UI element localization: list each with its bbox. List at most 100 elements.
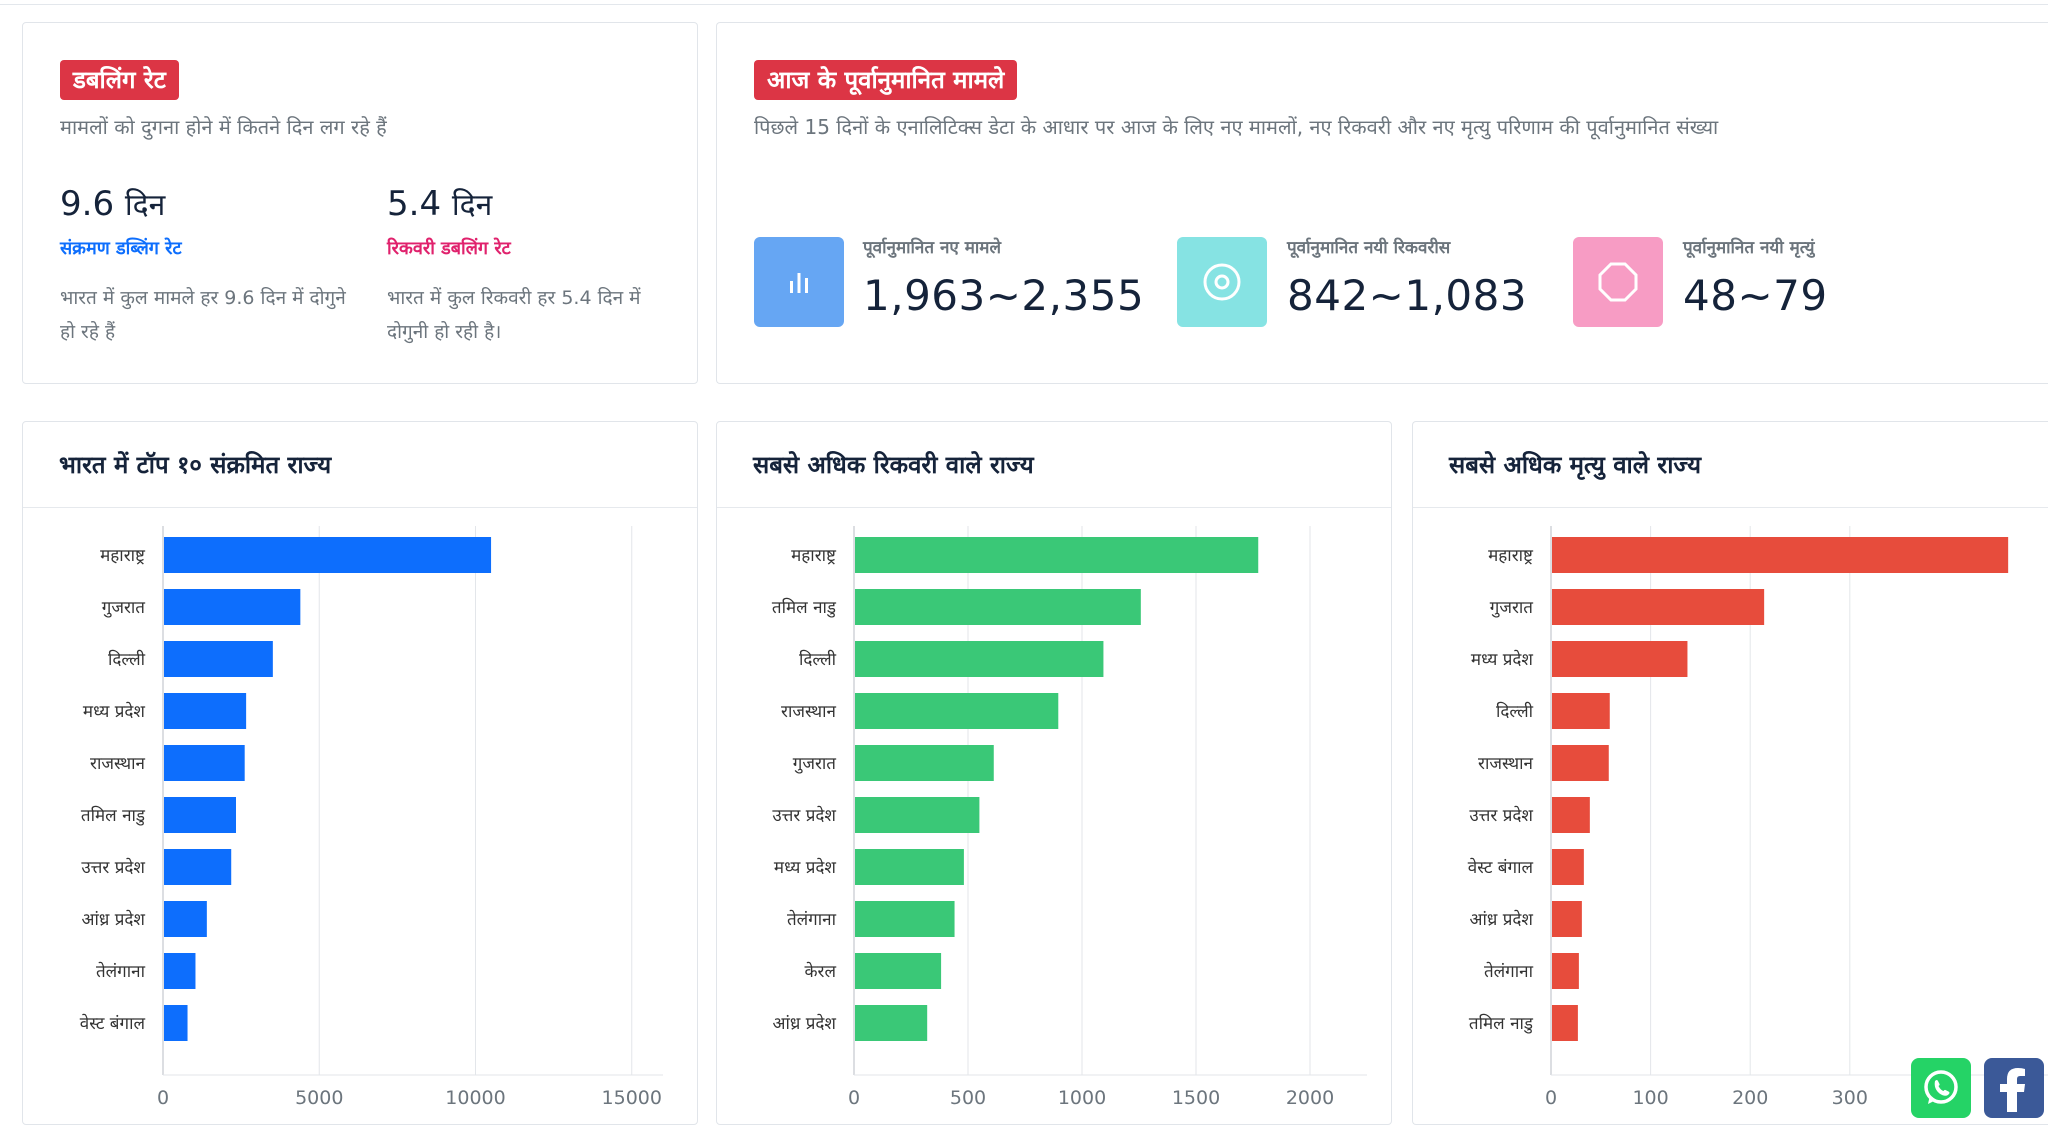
bar[interactable] <box>855 901 955 937</box>
infected-chart-title: भारत में टॉप १० संक्रमित राज्य <box>59 451 332 479</box>
infection-doubling-value: 9.6 दिन <box>60 183 165 224</box>
bar[interactable] <box>855 849 964 885</box>
bar[interactable] <box>855 589 1141 625</box>
category-label: महाराष्ट्र <box>100 546 146 566</box>
recovered-states-chart: 0 500 1000 1500 2000 महाराष्ट्र तमिल नाडु दिल्ल… <box>772 526 1367 1109</box>
recovery-doubling-number: 5.4 <box>387 184 442 224</box>
bar[interactable] <box>1552 797 1590 833</box>
facebook-share-button[interactable] <box>1984 1058 2044 1118</box>
x-tick-label: 0 <box>157 1087 169 1109</box>
bar[interactable] <box>1552 1005 1578 1041</box>
category-label: वेस्ट बंगाल <box>80 1013 146 1034</box>
bar[interactable] <box>855 641 1104 677</box>
recovery-doubling-unit: दिन <box>451 188 493 223</box>
recovery-doubling-desc: भारत में कुल रिकवरी हर 5.4 दिन में दोगुन… <box>387 287 641 343</box>
deaths-states-card: सबसे अधिक मृत्यु वाले राज्य 0 100 200 300 मह… <box>1412 421 2048 1125</box>
x-tick-label: 2000 <box>1286 1087 1334 1109</box>
recovered-chart-header: सबसे अधिक रिकवरी वाले राज्य <box>717 422 1391 508</box>
category-label: राजस्थान <box>90 754 146 774</box>
bar-chart-icon <box>790 273 808 293</box>
infection-doubling-unit: दिन <box>124 188 166 223</box>
whatsapp-share-button[interactable] <box>1911 1058 1971 1118</box>
bar[interactable] <box>1552 537 2009 573</box>
bar[interactable] <box>1552 745 1609 781</box>
x-tick-label: 15000 <box>602 1087 662 1109</box>
category-label: तेलंगाना <box>787 909 837 930</box>
bar[interactable] <box>1552 589 1765 625</box>
x-tick-label: 500 <box>950 1087 986 1109</box>
category-label: तमिल नाडु <box>1469 1013 1534 1034</box>
category-label: गुजरात <box>102 598 146 618</box>
infected-states-card: भारत में टॉप १० संक्रमित राज्य 0 5000 1000… <box>22 421 698 1125</box>
bar[interactable] <box>164 901 207 937</box>
category-label: मध्य प्रदेश <box>1471 649 1534 670</box>
deaths-chart-header: सबसे अधिक मृत्यु वाले राज्य <box>1413 422 2048 508</box>
infected-chart-header: भारत में टॉप १० संक्रमित राज्य <box>23 422 697 508</box>
category-label: उत्तर प्रदेश <box>772 805 836 826</box>
category-label: गुजरात <box>1490 598 1534 618</box>
category-label: उत्तर प्रदेश <box>1469 805 1533 826</box>
bar[interactable] <box>855 1005 928 1041</box>
facebook-icon <box>2000 1068 2025 1112</box>
bar[interactable] <box>164 849 232 885</box>
forecast-deaths-value: 48~79 <box>1683 271 1828 320</box>
bar[interactable] <box>1552 901 1582 937</box>
bar[interactable] <box>1552 953 1579 989</box>
bar[interactable] <box>1552 693 1610 729</box>
forecast-cases-iconbox <box>754 237 844 327</box>
category-label: आंध्र प्रदेश <box>773 1013 837 1034</box>
bar[interactable] <box>164 641 273 677</box>
category-label: राजस्थान <box>1478 754 1534 774</box>
deaths-chart-title: सबसे अधिक मृत्यु वाले राज्य <box>1449 451 1702 479</box>
category-label: दिल्ली <box>108 649 146 670</box>
infection-doubling-desc: भारत में कुल मामले हर 9.6 दिन में दोगुने… <box>60 287 346 343</box>
recovery-doubling-value: 5.4 दिन <box>387 183 492 224</box>
bar[interactable] <box>164 589 301 625</box>
forecast-cases-label: पूर्वानुमानित नए मामले <box>863 238 1001 258</box>
category-label: राजस्थान <box>781 702 837 722</box>
forecast-recoveries-iconbox <box>1177 237 1267 327</box>
x-tick-label: 0 <box>1545 1087 1557 1109</box>
bar[interactable] <box>164 1005 188 1041</box>
bar[interactable] <box>855 745 994 781</box>
category-label: महाराष्ट्र <box>791 546 837 566</box>
bar[interactable] <box>855 693 1059 729</box>
category-label: मध्य प्रदेश <box>83 701 146 722</box>
x-tick-label: 5000 <box>295 1087 343 1109</box>
forecast-deaths-label: पूर्वानुमानित नयी मृत्युं <box>1683 238 1815 258</box>
category-label: गुजरात <box>793 754 837 774</box>
forecast-subtitle: पिछले 15 दिनों के एनालिटिक्स डेटा के आधा… <box>754 115 1719 139</box>
infection-doubling-label: संक्रमण डब्लिंग रेट <box>60 238 182 259</box>
category-label: दिल्ली <box>799 649 837 670</box>
forecast-recoveries-label: पूर्वानुमानित नयी रिकवरीस <box>1287 238 1451 258</box>
recovered-states-card: सबसे अधिक रिकवरी वाले राज्य 0 500 1000 1500… <box>716 421 1392 1125</box>
forecast-deaths-iconbox <box>1573 237 1663 327</box>
category-label: उत्तर प्रदेश <box>81 857 145 878</box>
category-label: वेस्ट बंगाल <box>1468 857 1534 878</box>
x-tick-label: 100 <box>1632 1087 1668 1109</box>
forecast-card: आज के पूर्वानुमानित मामले पिछले 15 दिनों… <box>716 22 2048 384</box>
x-tick-label: 10000 <box>445 1087 505 1109</box>
doubling-rate-badge: डबलिंग रेट <box>60 60 179 100</box>
category-label: दिल्ली <box>1496 701 1534 722</box>
bar[interactable] <box>1552 849 1584 885</box>
forecast-recoveries-value: 842~1,083 <box>1287 271 1528 320</box>
bar[interactable] <box>1552 641 1688 677</box>
category-label: केरल <box>804 961 836 982</box>
top-divider <box>0 4 2048 5</box>
bar[interactable] <box>164 797 236 833</box>
bar[interactable] <box>855 797 980 833</box>
bar[interactable] <box>164 745 245 781</box>
bar[interactable] <box>164 953 196 989</box>
recovered-chart-title: सबसे अधिक रिकवरी वाले राज्य <box>753 451 1034 479</box>
target-icon <box>1203 263 1241 301</box>
infected-states-chart: 0 5000 10000 15000 महाराष्ट्र गुजरात दिल्ली मध्… <box>80 526 663 1109</box>
category-label: महाराष्ट्र <box>1488 546 1534 566</box>
deaths-states-chart: 0 100 200 300 महाराष्ट्र गुजरात मध्य प्रदेश दिल… <box>1468 526 2048 1109</box>
bar[interactable] <box>855 537 1259 573</box>
x-tick-label: 1500 <box>1172 1087 1220 1109</box>
bar[interactable] <box>164 537 492 573</box>
category-label: तमिल नाडु <box>81 805 146 826</box>
bar[interactable] <box>164 693 247 729</box>
bar[interactable] <box>855 953 942 989</box>
